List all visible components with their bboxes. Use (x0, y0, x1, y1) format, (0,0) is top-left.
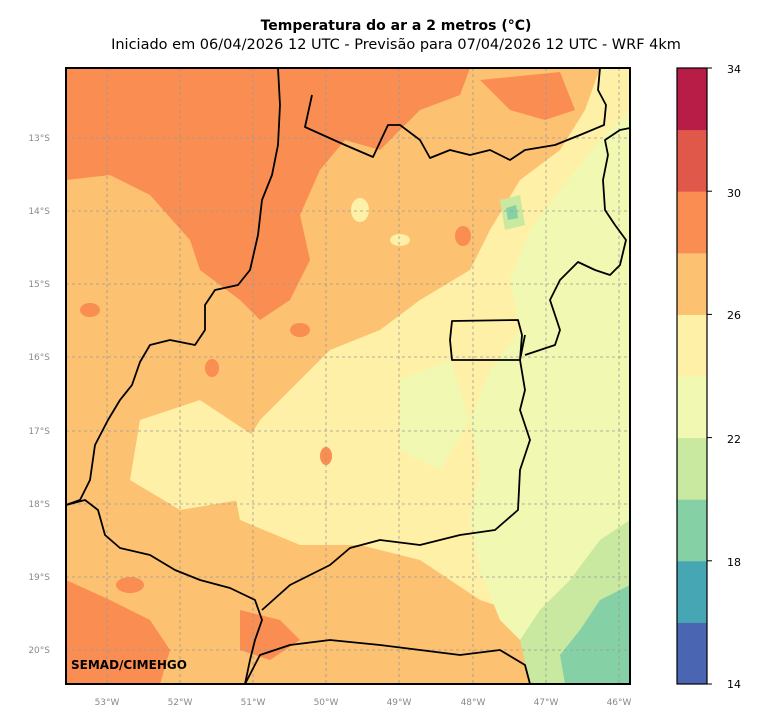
colorbar-tick-label: 34 (727, 63, 741, 76)
map-subtitle: Iniciado em 06/04/2026 12 UTC - Previsão… (111, 37, 681, 53)
lat-label: 13°S (28, 134, 50, 144)
lat-label: 15°S (28, 280, 50, 290)
colorbar-tick-label: 22 (727, 433, 741, 446)
colorbar-tick-label: 30 (727, 187, 741, 200)
colorbar-segment (677, 560, 707, 623)
boundary-minas-gerais (261, 334, 531, 611)
latitude-labels: 13°S 14°S 15°S 16°S 17°S 18°S 19°S 20°S (28, 134, 50, 656)
boundary-south (244, 639, 531, 684)
boundary-distrito-federal (449, 319, 523, 361)
lat-label: 14°S (28, 207, 50, 217)
colorbar-tick-labels: 14 18 22 26 30 34 (727, 63, 741, 691)
colorbar-segment (677, 191, 707, 254)
colorbar-segment (677, 314, 707, 377)
colorbar-segment (677, 437, 707, 500)
colorbar-tick-label: 14 (727, 678, 741, 691)
boundary-tocantins (304, 68, 607, 161)
boundary-south-west (66, 499, 263, 684)
temperature-field (66, 68, 630, 684)
boundary-goias-mato-grosso (66, 68, 281, 506)
colorbar-segment (677, 622, 707, 685)
lat-label: 18°S (28, 500, 50, 510)
colorbar-tick-label: 18 (727, 556, 741, 569)
lon-label: 49°W (387, 698, 412, 708)
lon-label: 47°W (534, 698, 559, 708)
lon-label: 53°W (95, 698, 120, 708)
state-boundaries (66, 68, 630, 684)
colorbar-segment (677, 129, 707, 192)
colorbar-segment (677, 499, 707, 562)
lon-label: 51°W (241, 698, 266, 708)
colorbar (676, 67, 712, 685)
lon-label: 46°W (607, 698, 632, 708)
lat-label: 20°S (28, 646, 50, 656)
lat-label: 17°S (28, 427, 50, 437)
colorbar-segment (677, 252, 707, 315)
credit-label: SEMAD/CIMEHGO (71, 658, 187, 672)
lat-label: 16°S (28, 353, 50, 363)
lon-label: 52°W (168, 698, 193, 708)
colorbar-segment (677, 68, 707, 131)
colorbar-tick-label: 26 (727, 309, 741, 322)
colorbar-segment (677, 376, 707, 439)
lon-label: 48°W (461, 698, 486, 708)
lon-label: 50°W (314, 698, 339, 708)
map-frame (65, 67, 631, 685)
longitude-labels: 53°W 52°W 51°W 50°W 49°W 48°W 47°W 46°W (95, 698, 632, 708)
map-title: Temperatura do ar a 2 metros (°C) (260, 18, 532, 34)
lat-label: 19°S (28, 573, 50, 583)
boundary-bahia (524, 127, 630, 356)
colorbar-frame (676, 67, 708, 685)
gridlines (66, 68, 630, 684)
